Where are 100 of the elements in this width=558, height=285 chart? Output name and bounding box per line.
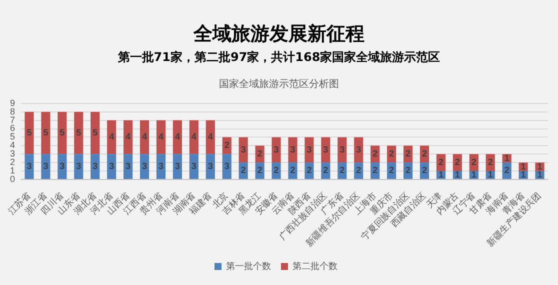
bar — [238, 137, 248, 163]
bar — [288, 137, 298, 163]
data-label: 4 — [158, 132, 164, 142]
data-label: 3 — [142, 161, 148, 172]
y-tick-label: 8 — [10, 106, 16, 116]
data-label: 3 — [240, 144, 246, 154]
data-label: 1 — [537, 161, 542, 172]
bar — [354, 137, 364, 163]
y-tick-label: 6 — [10, 123, 16, 134]
legend-label: 第一批个数 — [226, 260, 271, 271]
data-label: 3 — [43, 161, 48, 172]
data-label: 4 — [126, 132, 131, 142]
bar — [172, 120, 182, 154]
y-tick-label: 9 — [10, 98, 16, 108]
bar — [124, 120, 133, 154]
data-label: 3 — [191, 161, 196, 172]
data-label: 1 — [537, 169, 542, 180]
y-tick-label: 7 — [10, 114, 16, 125]
data-label: 2 — [306, 165, 312, 176]
data-label: 3 — [323, 144, 328, 154]
data-label: 3 — [290, 144, 296, 154]
bar — [222, 154, 232, 179]
data-label: 3 — [174, 161, 180, 172]
data-label: 4 — [174, 132, 180, 142]
y-tick-label: 0 — [10, 174, 16, 184]
chart-subtitle: 第一批71家，第二批97家，共计168家国家全域旅游示范区 — [116, 49, 442, 66]
data-label: 3 — [274, 144, 279, 154]
bar — [41, 154, 50, 179]
data-label: 3 — [60, 161, 65, 172]
data-label: 1 — [454, 169, 460, 180]
data-label: 3 — [356, 144, 362, 154]
data-label: 2 — [240, 165, 246, 176]
data-label: 4 — [208, 132, 213, 142]
bar — [321, 137, 330, 163]
data-label: 3 — [92, 161, 98, 172]
data-label: 4 — [191, 132, 196, 142]
data-label: 3 — [208, 161, 213, 172]
data-label: 2 — [356, 165, 362, 176]
data-label: 2 — [454, 157, 460, 168]
data-label: 2 — [488, 157, 493, 168]
data-label: 3 — [76, 161, 82, 172]
bar — [338, 137, 347, 163]
data-label: 1 — [471, 169, 476, 180]
data-label: 1 — [438, 169, 444, 180]
data-label: 3 — [126, 161, 131, 172]
data-label: 2 — [422, 165, 427, 176]
data-label: 2 — [257, 165, 262, 176]
y-tick-label: 2 — [10, 157, 16, 168]
data-label: 2 — [504, 165, 510, 176]
data-label: 2 — [372, 165, 378, 176]
bar — [24, 154, 34, 179]
data-label: 3 — [340, 144, 345, 154]
data-label: 2 — [471, 157, 476, 168]
legend-label: 第二批个数 — [292, 260, 338, 271]
data-label: 2 — [274, 165, 279, 176]
bar — [189, 154, 198, 179]
bar — [206, 120, 215, 154]
data-label: 2 — [406, 148, 411, 159]
data-label: 2 — [340, 165, 345, 176]
y-tick-label: 5 — [10, 132, 16, 142]
data-label: 2 — [257, 148, 262, 159]
bar — [24, 112, 34, 154]
data-label: 2 — [406, 165, 411, 176]
y-tick-label: 3 — [10, 148, 16, 159]
data-label: 5 — [76, 127, 82, 138]
data-label: 3 — [306, 144, 312, 154]
bar — [272, 162, 281, 179]
data-label: 2 — [290, 165, 296, 176]
bar — [90, 112, 100, 154]
bar — [58, 112, 67, 154]
y-tick-label: 4 — [10, 140, 16, 150]
bar — [189, 120, 198, 154]
text: 国家全域旅游示范区分析图 — [218, 78, 340, 92]
data-label: 1 — [504, 152, 510, 163]
bar — [74, 112, 84, 154]
bar — [107, 120, 116, 154]
data-label: 1 — [520, 161, 526, 172]
data-label: 1 — [488, 169, 493, 180]
bar — [140, 120, 150, 154]
data-label: 4 — [142, 132, 148, 142]
data-label: 2 — [438, 157, 444, 168]
data-label: 2 — [422, 148, 427, 159]
bar — [288, 162, 298, 179]
y-tick-label: 1 — [10, 165, 16, 176]
data-label: 5 — [26, 127, 32, 138]
data-label: 5 — [92, 127, 98, 138]
data-label: 2 — [323, 165, 328, 176]
data-label: 3 — [158, 161, 164, 172]
data-label: 2 — [389, 148, 394, 159]
bar — [41, 112, 50, 154]
bar — [156, 120, 166, 154]
data-label: 2 — [389, 165, 394, 176]
bar — [206, 154, 215, 179]
bar — [272, 137, 281, 163]
data-label: 4 — [109, 132, 114, 142]
data-label: 5 — [60, 127, 65, 138]
chart-title: 全域旅游发展新征程 — [192, 22, 366, 46]
data-label: 2 — [224, 140, 230, 150]
data-label: 3 — [109, 161, 114, 172]
data-label: 3 — [26, 161, 32, 172]
